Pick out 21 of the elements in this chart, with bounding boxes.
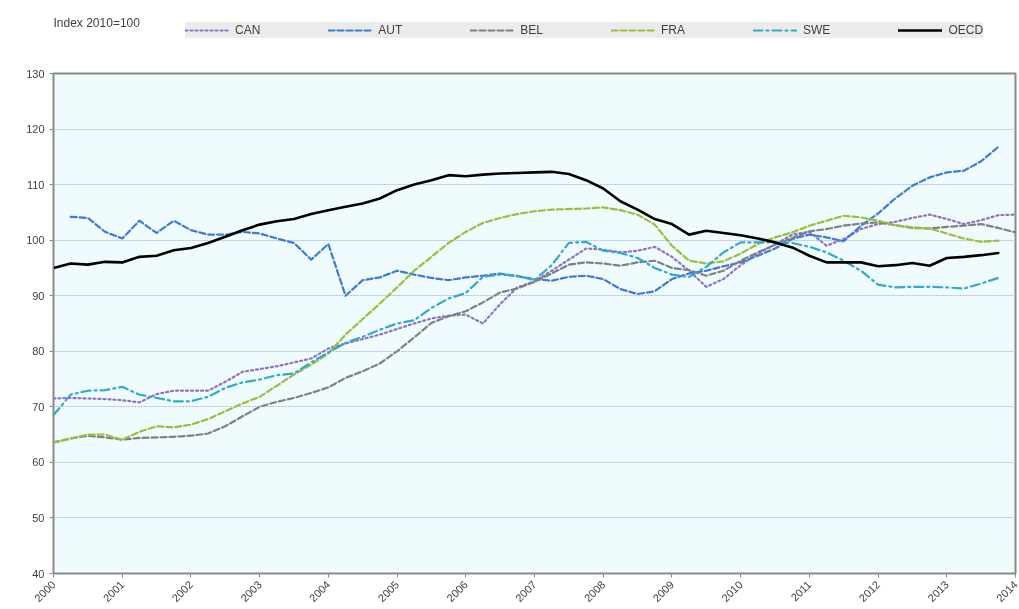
y-tick-label: 120 [26, 123, 45, 136]
legend-label: BEL [520, 22, 544, 38]
y-tick-label: 50 [32, 511, 45, 524]
y-tick-label: 70 [32, 400, 45, 413]
y-tick-label: 130 [26, 67, 45, 80]
legend-label: CAN [235, 22, 261, 38]
y-tick-label: 100 [26, 234, 45, 247]
line-series [53, 213, 1016, 404]
legend-label: AUT [378, 22, 403, 38]
y-tick-label: 40 [32, 567, 45, 580]
legend-label: OECD [948, 22, 984, 38]
y-tick-label: 80 [32, 345, 45, 358]
line-series [53, 240, 1000, 417]
line-series [53, 170, 1000, 270]
legend-label: FRA [661, 22, 686, 38]
y-tick-label: 60 [32, 456, 45, 469]
y-tick-label: 90 [32, 289, 45, 302]
y-axis-title: Index 2010=100 [53, 15, 141, 30]
y-tick-label: 110 [26, 178, 45, 191]
line-series [69, 145, 1000, 297]
legend-label: SWE [803, 22, 831, 38]
